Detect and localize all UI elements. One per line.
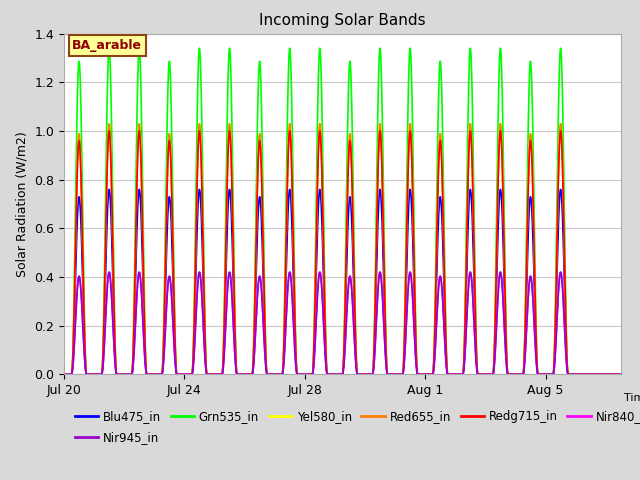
Red655_in (228, 189, 236, 195)
Nir840_in (228, 297, 236, 303)
Nir840_in (177, 372, 184, 377)
Grn535_in (177, 372, 184, 377)
Yel580_in (396, 372, 404, 377)
Red655_in (60, 372, 68, 377)
Grn535_in (60, 372, 68, 377)
Yel580_in (273, 372, 280, 377)
Blu475_in (273, 372, 280, 377)
Blu475_in (164, 214, 172, 219)
Line: Yel580_in: Yel580_in (64, 124, 621, 374)
Blu475_in (145, 372, 153, 377)
Redg715_in (396, 372, 404, 377)
Title: Incoming Solar Bands: Incoming Solar Bands (259, 13, 426, 28)
Yel580_in (228, 189, 236, 195)
Blu475_in (177, 372, 184, 377)
Blu475_in (106, 187, 113, 192)
Redg715_in (177, 372, 184, 377)
Red655_in (177, 372, 184, 377)
Grn535_in (617, 372, 625, 377)
Grn535_in (396, 372, 404, 377)
Nir945_in (60, 372, 68, 377)
Yel580_in (177, 372, 184, 377)
Yel580_in (145, 372, 153, 377)
Redg715_in (164, 164, 172, 169)
Text: BA_arable: BA_arable (72, 39, 142, 52)
Line: Red655_in: Red655_in (64, 124, 621, 374)
Nir945_in (177, 372, 184, 377)
Redg715_in (145, 372, 153, 377)
Redg715_in (228, 194, 236, 200)
Nir945_in (228, 297, 236, 303)
Text: Time: Time (623, 393, 640, 403)
Red655_in (273, 372, 280, 377)
Redg715_in (273, 372, 280, 377)
Yel580_in (60, 372, 68, 377)
Nir840_in (396, 372, 404, 377)
Redg715_in (106, 128, 113, 134)
Blu475_in (228, 237, 236, 243)
Blu475_in (60, 372, 68, 377)
Yel580_in (106, 121, 113, 127)
Nir840_in (273, 372, 280, 377)
Grn535_in (228, 134, 236, 140)
Nir945_in (164, 284, 172, 290)
Line: Nir840_in: Nir840_in (64, 272, 621, 374)
Nir945_in (273, 372, 280, 377)
Grn535_in (145, 372, 153, 377)
Grn535_in (273, 372, 280, 377)
Line: Grn535_in: Grn535_in (64, 48, 621, 374)
Redg715_in (617, 372, 625, 377)
Yel580_in (164, 157, 172, 163)
Line: Blu475_in: Blu475_in (64, 190, 621, 374)
Blu475_in (617, 372, 625, 377)
Nir840_in (145, 372, 153, 377)
Red655_in (164, 157, 172, 163)
Nir945_in (145, 372, 153, 377)
Line: Nir945_in: Nir945_in (64, 272, 621, 374)
Red655_in (106, 121, 113, 127)
Red655_in (617, 372, 625, 377)
Nir840_in (617, 372, 625, 377)
Red655_in (145, 372, 153, 377)
Red655_in (396, 372, 404, 377)
Nir945_in (106, 269, 113, 275)
Legend: Nir945_in: Nir945_in (70, 426, 164, 449)
Yel580_in (617, 372, 625, 377)
Grn535_in (164, 93, 172, 99)
Nir840_in (60, 372, 68, 377)
Blu475_in (396, 372, 404, 377)
Nir945_in (617, 372, 625, 377)
Nir840_in (164, 284, 172, 290)
Nir840_in (106, 269, 113, 275)
Line: Redg715_in: Redg715_in (64, 131, 621, 374)
Redg715_in (60, 372, 68, 377)
Grn535_in (106, 45, 113, 51)
Nir945_in (396, 372, 404, 377)
Y-axis label: Solar Radiation (W/m2): Solar Radiation (W/m2) (16, 131, 29, 277)
